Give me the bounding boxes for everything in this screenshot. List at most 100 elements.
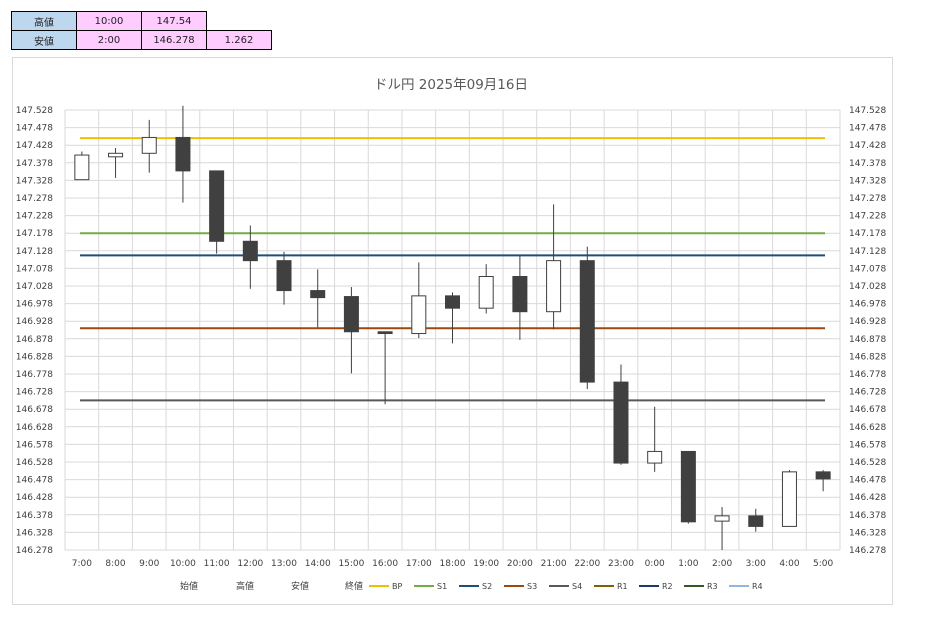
y-tick-label-right: 147.528 [849, 106, 886, 116]
y-tick-label-right: 146.528 [849, 458, 886, 468]
legend-label-r2: R2 [662, 582, 673, 591]
y-tick-label-left: 146.328 [16, 528, 53, 538]
x-tick-label: 19:00 [473, 559, 499, 569]
candle-body [512, 275, 528, 313]
legend-ohlc-label: 安値 [291, 580, 309, 592]
y-tick-label-right: 147.328 [849, 176, 886, 186]
x-tick-label: 7:00 [72, 559, 92, 569]
legend-label-r3: R3 [707, 582, 718, 591]
y-tick-label-left: 146.528 [16, 458, 53, 468]
candle-body [276, 260, 292, 292]
candle-body [377, 331, 393, 335]
y-tick-label-left: 146.278 [16, 546, 53, 556]
y-tick-label-right: 146.878 [849, 335, 886, 345]
y-tick-label-right: 146.628 [849, 423, 886, 433]
y-tick-label-left: 147.328 [16, 176, 53, 186]
chart-frame: ドル円 2025年09月16日 146.278 146.278 146.328 146… [12, 57, 893, 605]
x-tick-label: 1:00 [678, 559, 698, 569]
candles [74, 105, 831, 550]
low-time: 2:00 [76, 30, 142, 50]
y-tick-label-right: 146.428 [849, 493, 886, 503]
y-tick-label-right: 146.778 [849, 370, 886, 380]
candle-body [175, 136, 191, 172]
x-tick-label: 0:00 [645, 559, 665, 569]
y-tick-label-left: 147.528 [16, 106, 53, 116]
y-tick-label-left: 147.178 [16, 229, 53, 239]
y-tick-label-right: 146.378 [849, 511, 886, 521]
legend-ohlc-label: 高値 [236, 580, 254, 592]
x-tick-label: 5:00 [813, 559, 833, 569]
y-tick-label-left: 147.428 [16, 141, 53, 151]
y-tick-label-left: 146.428 [16, 493, 53, 503]
candle-body [108, 152, 124, 158]
legend-ohlc-label: 終値 [345, 580, 363, 592]
summary-row-low: 安値 2:00 146.278 1.262 [11, 30, 272, 50]
candle-body [815, 471, 831, 480]
summary-table: 高値 10:00 147.54 安値 2:00 146.278 1.262 [11, 11, 272, 50]
y-tick-label-left: 146.728 [16, 388, 53, 398]
x-tick-label: 17:00 [406, 559, 432, 569]
candle-body [242, 240, 258, 262]
candle-body [579, 260, 595, 383]
candle-body [748, 515, 764, 527]
x-tick-label: 15:00 [338, 559, 364, 569]
y-tick-label-left: 147.028 [16, 282, 53, 292]
y-tick-label-right: 146.578 [849, 440, 886, 450]
candle-body [445, 295, 460, 309]
y-tick-label-right: 146.478 [849, 476, 886, 486]
high-value: 147.54 [141, 11, 207, 31]
x-tick-label: 14:00 [305, 559, 331, 569]
x-tick-label: 2:00 [712, 559, 732, 569]
y-tick-label-right: 147.378 [849, 159, 886, 169]
y-tick-label-right: 146.278 [849, 546, 886, 556]
x-tick-label: 13:00 [271, 559, 297, 569]
x-tick-label: 8:00 [105, 559, 125, 569]
x-tick-label: 3:00 [746, 559, 766, 569]
y-tick-label-left: 146.678 [16, 405, 53, 415]
y-tick-label-left: 147.078 [16, 264, 53, 274]
y-tick-label-right: 146.978 [849, 300, 886, 310]
x-tick-label: 4:00 [779, 559, 799, 569]
candle-body [411, 295, 427, 335]
y-tick-label-left: 146.628 [16, 423, 53, 433]
y-tick-label-right: 146.728 [849, 388, 886, 398]
high-time: 10:00 [76, 11, 142, 31]
candle-body [613, 381, 629, 464]
y-tick-label-left: 146.928 [16, 317, 53, 327]
legend-label-s1: S1 [437, 582, 447, 591]
level-lines [80, 137, 825, 402]
y-tick-label-right: 146.928 [849, 317, 886, 327]
y-tick-label-right: 146.678 [849, 405, 886, 415]
chart-title: ドル円 2025年09月16日 [374, 77, 528, 93]
y-tick-label-right: 147.078 [849, 264, 886, 274]
y-tick-label-right: 146.828 [849, 352, 886, 362]
candle-body [343, 296, 359, 333]
x-tick-label: 9:00 [139, 559, 159, 569]
candle-body [478, 275, 494, 309]
x-tick-label: 11:00 [204, 559, 230, 569]
y-tick-label-right: 147.128 [849, 247, 886, 257]
legend-label-bp: BP [392, 582, 402, 591]
y-tick-label-left: 147.378 [16, 159, 53, 169]
legend-label-s3: S3 [527, 582, 537, 591]
legend: 始値 高値 安値 終値 BP S1 S2 S3 S4 R1 R2 R3 R4 [180, 580, 763, 592]
x-tick-label: 18:00 [440, 559, 466, 569]
candle-body [781, 471, 797, 527]
axis-labels: 146.278 146.278 146.328 146.328 146.378 146.3… [16, 106, 887, 569]
legend-ohlc-label: 始値 [180, 580, 198, 592]
y-tick-label-left: 146.778 [16, 370, 53, 380]
y-tick-label-left: 146.828 [16, 352, 53, 362]
candle-body [647, 450, 663, 464]
low-label: 安値 [11, 30, 77, 50]
summary-row-high: 高値 10:00 147.54 [11, 11, 272, 31]
candlestick-chart: ドル円 2025年09月16日 146.278 146.278 146.328 146… [16, 77, 887, 592]
y-tick-label-left: 146.378 [16, 511, 53, 521]
y-tick-label-right: 147.228 [849, 212, 886, 222]
x-tick-label: 12:00 [237, 559, 263, 569]
candle-body [714, 515, 730, 522]
y-tick-label-left: 147.278 [16, 194, 53, 204]
x-tick-label: 23:00 [608, 559, 634, 569]
legend-label-r4: R4 [752, 582, 763, 591]
y-tick-label-left: 147.228 [16, 212, 53, 222]
y-tick-label-left: 147.478 [16, 124, 53, 134]
